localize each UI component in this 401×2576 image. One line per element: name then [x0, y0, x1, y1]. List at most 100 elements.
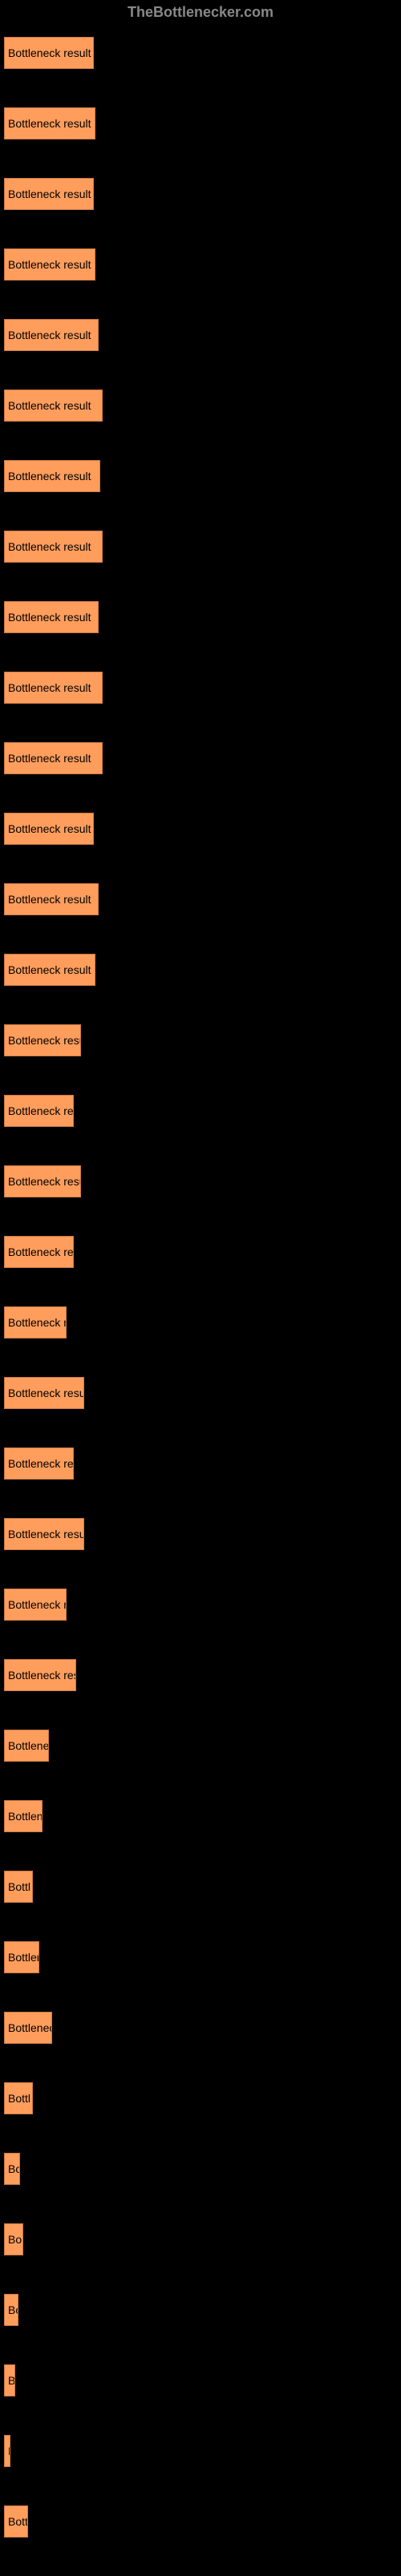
bar[interactable]: Bottlen	[4, 1941, 39, 1973]
bar[interactable]: Bottleneck result	[4, 1377, 84, 1409]
bar-label: Bottleneck result	[8, 611, 91, 624]
bar[interactable]: Bottleneck result	[4, 813, 94, 845]
header: TheBottlenecker.com	[0, 4, 401, 21]
bar[interactable]: Bottl	[4, 1871, 33, 1903]
bar[interactable]: B	[4, 2364, 15, 2396]
bar[interactable]: Bottleneck result	[4, 107, 95, 139]
bar[interactable]: Bottlen	[4, 1800, 43, 1832]
bar-label: Bottleneck resu	[8, 1669, 76, 1682]
bar-label: Bottleneck result	[8, 893, 91, 906]
bar[interactable]: Bottleneck resu	[4, 1659, 76, 1691]
bar-label: Bottleneck re	[8, 1598, 67, 1611]
bar-row: Bottl	[4, 1871, 397, 1903]
bar-row: Bottleneck result	[4, 460, 397, 492]
bar-row: Bottleneck result	[4, 1236, 397, 1268]
bar-label: Bottleneck result	[8, 329, 91, 341]
bar[interactable]: Bo	[4, 2153, 20, 2185]
bar[interactable]: Bottleneck result	[4, 390, 103, 422]
bar[interactable]: Bottlene	[4, 1730, 49, 1762]
bar-row: Bottleneck result	[4, 107, 397, 139]
bar-row: Bottleneck result	[4, 1165, 397, 1197]
bar[interactable]: Bottleneck result	[4, 672, 103, 704]
bar[interactable]: Bottleneck result	[4, 954, 95, 986]
bar-row: B	[4, 2364, 397, 2396]
bar-row: Bottl	[4, 2082, 397, 2114]
bar-row: Bottleneck resu	[4, 1659, 397, 1691]
bar-label: Bottlen	[8, 1951, 39, 1964]
bar-row: Bottleneck result	[4, 390, 397, 422]
bar-label: Bottleneck re	[8, 1316, 67, 1329]
bar[interactable]: Bo	[4, 2294, 18, 2326]
bar-label: Bottleneck result	[8, 470, 91, 482]
bar-label: Bottlen	[8, 1810, 43, 1823]
bar[interactable]: Bottleneck result	[4, 742, 103, 774]
bar-label: Bottleneck result	[8, 1528, 84, 1540]
bar-row: Bottleneck result	[4, 1518, 397, 1550]
bar-label: Bottleneck result	[8, 681, 91, 694]
bar[interactable]: Bottleneck re	[4, 1589, 67, 1621]
bar-label: Bottleneck result	[8, 540, 91, 553]
bar-label: B	[8, 2374, 15, 2387]
bar-row: Bottlene	[4, 1730, 397, 1762]
bar-row: B	[4, 2435, 397, 2467]
bar-row: Bottleneck result	[4, 1095, 397, 1127]
bar-label: Bottleneck result	[8, 963, 91, 976]
bar-row: Bottleneck result	[4, 672, 397, 704]
bar[interactable]: Bott	[4, 2505, 28, 2538]
bar-row: Bottleneck re	[4, 1589, 397, 1621]
bar[interactable]: Bottl	[4, 2082, 33, 2114]
bar-label: Bottleneck	[8, 2021, 52, 2034]
bar-row: Bottleneck result	[4, 813, 397, 845]
bar-label: Bottleneck result	[8, 399, 91, 412]
bar[interactable]: Bottleneck result	[4, 531, 103, 563]
bar[interactable]: Bottleneck re	[4, 1306, 67, 1338]
bar-row: Bott	[4, 2505, 397, 2538]
bar-row: Bottleneck resu	[4, 1447, 397, 1480]
bar-row: Bottleneck result	[4, 37, 397, 69]
bar[interactable]: Bottleneck result	[4, 1518, 84, 1550]
bar-row: Bottleneck re	[4, 1306, 397, 1338]
bar[interactable]: Bottleneck result	[4, 1165, 81, 1197]
bar[interactable]: Bottleneck result	[4, 1024, 81, 1056]
site-title: TheBottlenecker.com	[128, 4, 273, 20]
bar[interactable]: Bottleneck result	[4, 178, 94, 210]
bar-label: Bottleneck result	[8, 117, 91, 130]
bar-label: Bott	[8, 2515, 28, 2528]
bar-row: Bottleneck result	[4, 954, 397, 986]
bar-row: Bottleneck result	[4, 1024, 397, 1056]
bar[interactable]: Bottleneck result	[4, 1095, 74, 1127]
bar[interactable]: Bottleneck result	[4, 601, 99, 633]
bar-row: Bottleneck result	[4, 319, 397, 351]
bar-chart: Bottleneck result Bottleneck result Bottle…	[0, 37, 401, 2538]
bar[interactable]: Bottleneck result	[4, 1236, 74, 1268]
bar-label: Bottleneck result	[8, 1175, 81, 1188]
bar-label: Bo	[8, 2303, 18, 2316]
bar-row: Bo	[4, 2294, 397, 2326]
bar-row: Bottleneck result	[4, 883, 397, 915]
bar[interactable]: Bo	[4, 2223, 23, 2255]
bar-row: Bottlen	[4, 1941, 397, 1973]
bar-row: Bottleneck result	[4, 1377, 397, 1409]
bar-label: B	[8, 2445, 10, 2457]
bar[interactable]: B	[4, 2435, 10, 2467]
bar-label: Bottleneck result	[8, 258, 91, 271]
bar-label: Bottleneck result	[8, 1246, 74, 1258]
bar-label: Bottl	[8, 2092, 30, 2105]
bar[interactable]: Bottleneck result	[4, 883, 99, 915]
bar-row: Bottleneck	[4, 2012, 397, 2044]
bar-row: Bottleneck result	[4, 178, 397, 210]
bar[interactable]: Bottleneck	[4, 2012, 52, 2044]
bar-label: Bottleneck result	[8, 1387, 84, 1399]
bar-label: Bottleneck result	[8, 1034, 81, 1047]
bar-row: Bo	[4, 2223, 397, 2255]
bar-row: Bo	[4, 2153, 397, 2185]
bar-label: Bottleneck resu	[8, 1457, 74, 1470]
bar-label: Bo	[8, 2162, 20, 2175]
bar[interactable]: Bottleneck result	[4, 248, 95, 281]
bar-label: Bottleneck result	[8, 1104, 74, 1117]
bar[interactable]: Bottleneck result	[4, 460, 100, 492]
bar-row: Bottlen	[4, 1800, 397, 1832]
bar[interactable]: Bottleneck resu	[4, 1447, 74, 1480]
bar[interactable]: Bottleneck result	[4, 37, 94, 69]
bar[interactable]: Bottleneck result	[4, 319, 99, 351]
